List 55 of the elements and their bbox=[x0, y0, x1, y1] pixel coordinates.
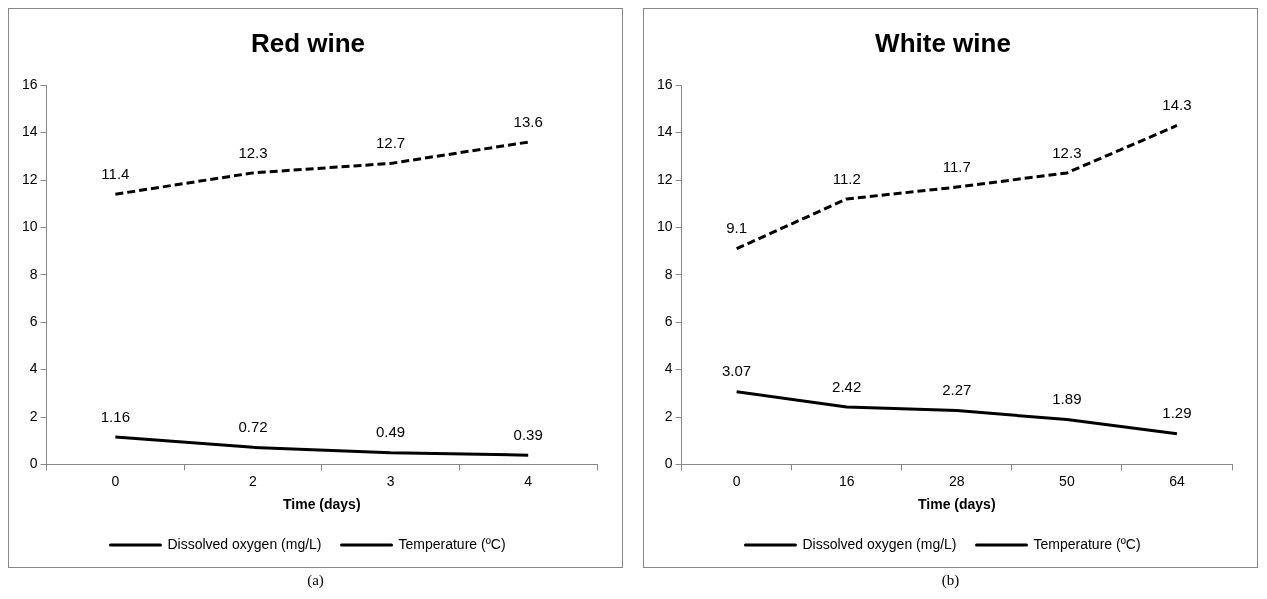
chart-title: White wine bbox=[875, 27, 1011, 58]
x-axis-title: Time (days) bbox=[918, 496, 996, 513]
data-label: 0.39 bbox=[513, 425, 543, 443]
y-tick-label: 2 bbox=[29, 407, 38, 424]
y-tick-label: 0 bbox=[664, 455, 673, 472]
data-label: 1.89 bbox=[1052, 390, 1082, 408]
chart-title: Red wine bbox=[250, 27, 366, 58]
data-label: 14.3 bbox=[1162, 96, 1192, 114]
x-tick-label: 3 bbox=[386, 472, 395, 489]
data-label: 12.3 bbox=[1052, 143, 1082, 161]
x-tick-label: 0 bbox=[732, 472, 741, 489]
data-label: 11.2 bbox=[832, 169, 861, 187]
x-tick-label: 28 bbox=[949, 472, 965, 489]
data-label: 13.6 bbox=[513, 112, 543, 130]
x-tick-label: 2 bbox=[249, 472, 258, 489]
legend-label: Dissolved oxygen (mg/L) bbox=[802, 535, 957, 552]
data-label: 11.7 bbox=[942, 157, 971, 175]
data-label: 0.72 bbox=[238, 417, 268, 435]
y-tick-label: 16 bbox=[656, 76, 673, 93]
x-tick-label: 50 bbox=[1059, 472, 1075, 489]
y-tick-label: 4 bbox=[664, 360, 673, 377]
data-label: 1.29 bbox=[1162, 404, 1192, 422]
x-tick-label: 64 bbox=[1169, 472, 1185, 489]
y-tick-label: 6 bbox=[664, 313, 673, 330]
y-tick-label: 12 bbox=[656, 170, 673, 187]
text: (b) bbox=[940, 572, 961, 589]
y-tick-label: 8 bbox=[664, 265, 673, 282]
data-label: 9.1 bbox=[726, 219, 748, 237]
y-tick-label: 12 bbox=[21, 170, 38, 187]
data-label: 2.27 bbox=[942, 381, 972, 399]
x-tick-label: 4 bbox=[524, 472, 533, 489]
legend-label: Temperature (ºC) bbox=[398, 535, 506, 552]
y-tick-label: 16 bbox=[21, 76, 38, 93]
y-tick-label: 14 bbox=[656, 123, 673, 140]
y-tick-label: 4 bbox=[29, 360, 38, 377]
x-tick-label: 0 bbox=[111, 472, 120, 489]
data-label: 1.16 bbox=[100, 407, 130, 425]
y-tick-label: 2 bbox=[664, 407, 673, 424]
data-label: 0.49 bbox=[375, 423, 406, 441]
x-tick-label: 16 bbox=[838, 472, 855, 489]
data-label: 3.07 bbox=[722, 362, 752, 380]
data-label: 12.3 bbox=[238, 143, 268, 161]
data-label: 2.42 bbox=[832, 377, 862, 395]
y-tick-label: 10 bbox=[656, 218, 673, 235]
data-label: 12.7 bbox=[375, 134, 406, 152]
text: (a) bbox=[306, 572, 325, 589]
legend-label: Dissolved oxygen (mg/L) bbox=[167, 535, 322, 552]
y-tick-label: 8 bbox=[29, 265, 38, 282]
y-tick-label: 0 bbox=[29, 455, 38, 472]
y-tick-label: 6 bbox=[29, 313, 38, 330]
y-tick-label: 14 bbox=[21, 123, 38, 140]
data-label: 11.4 bbox=[101, 164, 130, 182]
x-axis-title: Time (days) bbox=[283, 496, 361, 513]
legend-label: Temperature (ºC) bbox=[1033, 535, 1141, 552]
y-tick-label: 10 bbox=[21, 218, 38, 235]
